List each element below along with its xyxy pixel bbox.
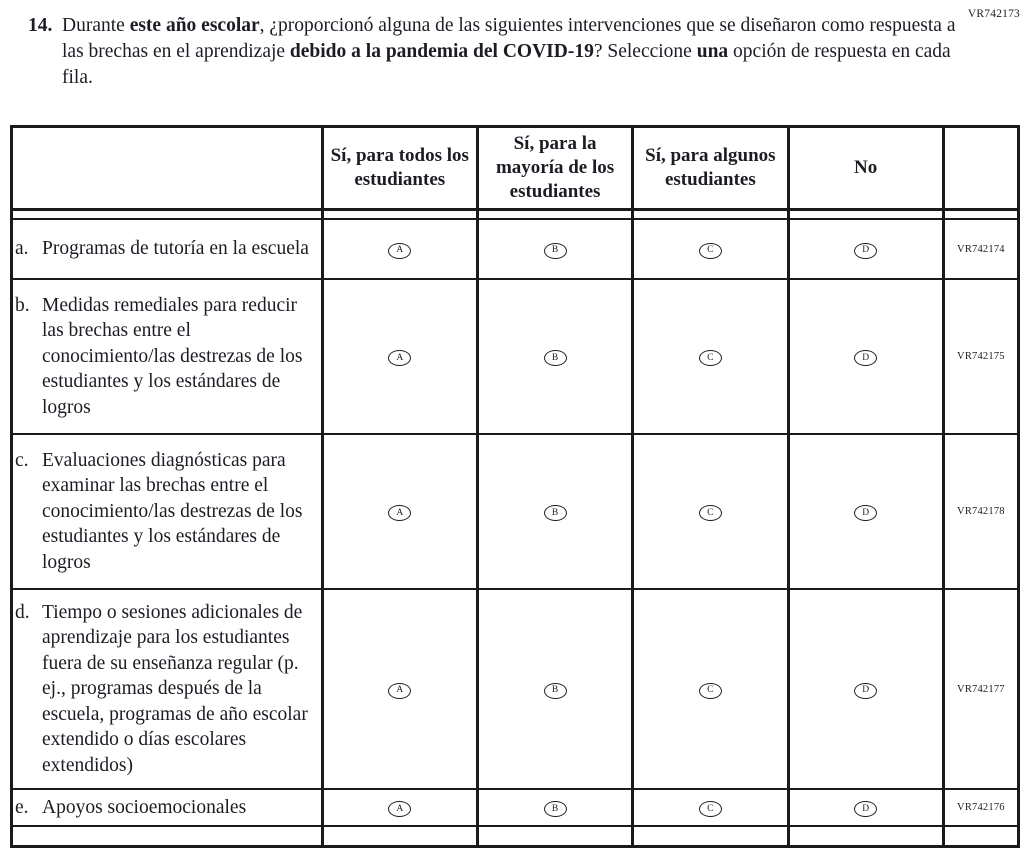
header-row: Sí, para todos los estudiantes Sí, para … xyxy=(10,125,1021,211)
table-row: a. Programas de tutoría en la escuela A B C D… xyxy=(10,218,1021,280)
row-label-cell: a. Programas de tutoría en la escuela xyxy=(10,218,324,280)
table-row: e. Apoyos socioemocionales A B C D VR742176 xyxy=(10,788,1021,827)
option-cell: A xyxy=(320,788,479,827)
table-row: b. Medidas remediales para reducir las br… xyxy=(10,278,1021,435)
option-cell: B xyxy=(475,433,635,590)
option-cell: C xyxy=(631,278,790,435)
option-cell: A xyxy=(320,278,479,435)
row-code: VR742178 xyxy=(941,433,1021,590)
answer-bubble-a[interactable]: A xyxy=(388,801,412,818)
answer-bubble-d[interactable]: D xyxy=(854,801,878,818)
question-text: Durante este año escolar, ¿proporcionó a… xyxy=(62,15,956,88)
answer-bubble-c[interactable]: C xyxy=(698,682,722,699)
row-label-cell: d. Tiempo o sesiones adicionales de apren… xyxy=(10,588,324,790)
question-number: 14. xyxy=(28,15,53,36)
header-yes-some: Sí, para algunos estudiantes xyxy=(631,125,790,211)
answer-bubble-a[interactable]: A xyxy=(388,682,412,699)
option-cell: A xyxy=(320,588,479,790)
answer-bubble-a[interactable]: A xyxy=(388,505,412,522)
option-cell: C xyxy=(631,218,790,280)
header-yes-most: Sí, para la mayoría de los estudiantes xyxy=(475,125,635,211)
option-cell: C xyxy=(631,788,790,827)
row-label: Programas de tutoría en la escuela xyxy=(42,238,309,260)
row-letter: d. xyxy=(15,601,30,623)
row-code: VR742174 xyxy=(941,218,1021,280)
option-cell: A xyxy=(320,433,479,590)
clipped-next-row xyxy=(10,825,1021,847)
header-code-blank xyxy=(941,125,1021,211)
response-matrix-table: Sí, para todos los estudiantes Sí, para … xyxy=(10,125,1021,848)
header-yes-all: Sí, para todos los estudiantes xyxy=(320,125,479,211)
row-letter: b. xyxy=(15,294,30,316)
answer-bubble-b[interactable]: B xyxy=(543,682,567,699)
header-body-divider xyxy=(10,208,1021,220)
option-cell: A xyxy=(320,218,479,280)
answer-bubble-b[interactable]: B xyxy=(543,801,567,818)
row-code: VR742177 xyxy=(941,588,1021,790)
page-code: VR742173 xyxy=(967,8,1020,20)
option-cell: B xyxy=(475,278,635,435)
answer-bubble-b[interactable]: B xyxy=(543,350,567,367)
table-row: c. Evaluaciones diagnósticas para examina… xyxy=(10,433,1021,590)
option-cell: D xyxy=(786,788,945,827)
row-letter: c. xyxy=(15,449,29,471)
option-cell: C xyxy=(631,588,790,790)
option-cell: D xyxy=(786,433,945,590)
answer-bubble-a[interactable]: A xyxy=(388,350,412,367)
question-block: 14. Durante este año escolar, ¿proporcio… xyxy=(28,13,968,91)
table-row: d. Tiempo o sesiones adicionales de apren… xyxy=(10,588,1021,790)
answer-bubble-c[interactable]: C xyxy=(698,505,722,522)
option-cell: D xyxy=(786,218,945,280)
row-letter: e. xyxy=(15,796,29,818)
answer-bubble-b[interactable]: B xyxy=(543,242,567,259)
row-letter: a. xyxy=(15,238,29,260)
row-label: Apoyos socioemocionales xyxy=(42,796,247,818)
row-label: Evaluaciones diagnósticas para examinar … xyxy=(42,449,303,573)
option-cell: B xyxy=(475,788,635,827)
answer-bubble-a[interactable]: A xyxy=(388,242,412,259)
row-label-cell: b. Medidas remediales para reducir las br… xyxy=(10,278,324,435)
answer-bubble-d[interactable]: D xyxy=(854,505,878,522)
header-no: No xyxy=(786,125,945,211)
option-cell: B xyxy=(475,218,635,280)
answer-bubble-d[interactable]: D xyxy=(854,242,878,259)
answer-bubble-b[interactable]: B xyxy=(543,505,567,522)
option-cell: D xyxy=(786,278,945,435)
row-label: Tiempo o sesiones adicionales de aprendi… xyxy=(42,601,308,776)
row-label-cell: c. Evaluaciones diagnósticas para examina… xyxy=(10,433,324,590)
answer-bubble-c[interactable]: C xyxy=(698,801,722,818)
row-code: VR742175 xyxy=(941,278,1021,435)
answer-bubble-c[interactable]: C xyxy=(698,350,722,367)
answer-bubble-c[interactable]: C xyxy=(698,242,722,259)
row-label-cell: e. Apoyos socioemocionales xyxy=(10,788,324,827)
answer-bubble-d[interactable]: D xyxy=(854,682,878,699)
answer-bubble-d[interactable]: D xyxy=(854,350,878,367)
option-cell: D xyxy=(786,588,945,790)
option-cell: C xyxy=(631,433,790,590)
row-label: Medidas remediales para reducir las brec… xyxy=(42,294,303,418)
option-cell: B xyxy=(475,588,635,790)
header-blank xyxy=(10,125,324,211)
row-code: VR742176 xyxy=(941,788,1021,827)
